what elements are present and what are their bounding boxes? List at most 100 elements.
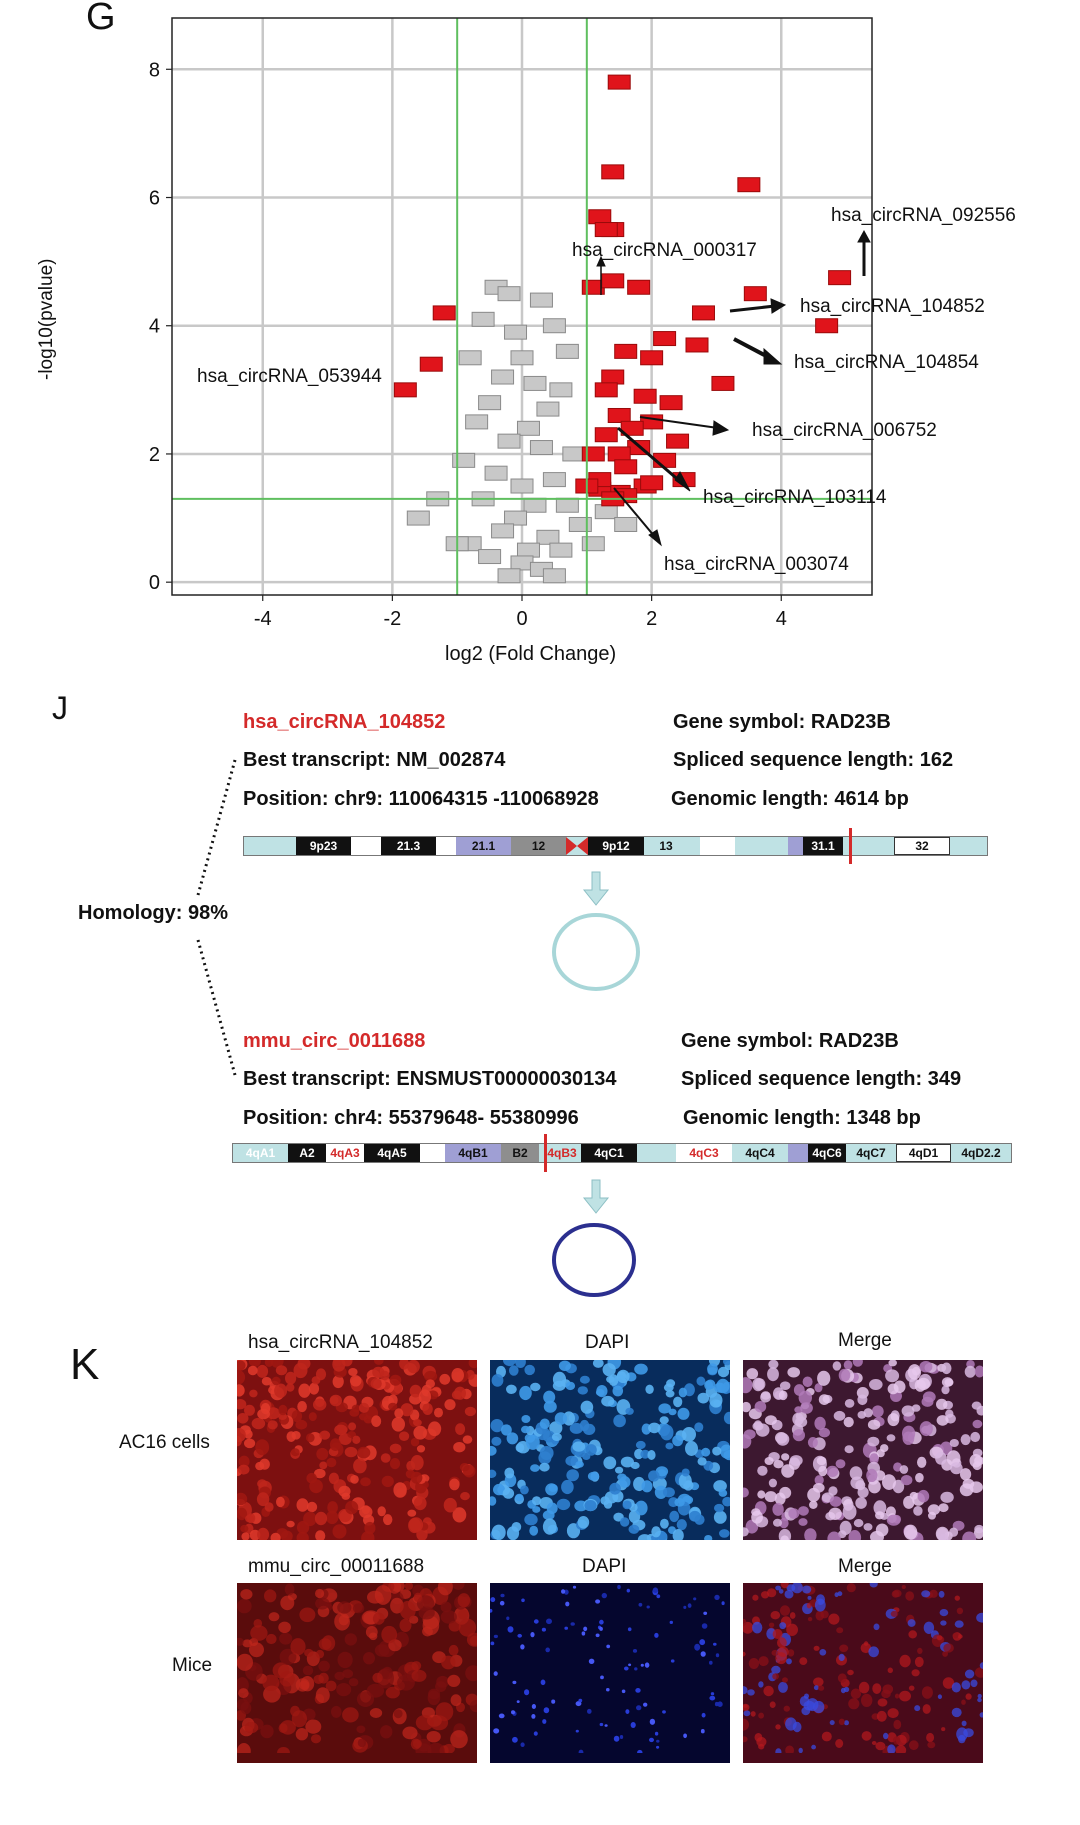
cell-nucleus	[422, 1615, 440, 1636]
cell-nucleus	[694, 1643, 701, 1651]
cell-nucleus	[371, 1415, 382, 1427]
cell-nucleus	[813, 1685, 819, 1691]
cell-nucleus	[370, 1378, 382, 1389]
cell-nucleus	[238, 1455, 250, 1468]
cell-nucleus	[490, 1419, 504, 1433]
cell-nucleus	[587, 1471, 599, 1481]
micrograph-mice-circrna	[237, 1583, 477, 1763]
cell-nucleus	[493, 1728, 500, 1734]
cell-nucleus	[511, 1522, 522, 1532]
chrom-band: 21.1	[456, 837, 511, 855]
cell-nucleus	[413, 1425, 427, 1440]
cell-nucleus	[450, 1694, 462, 1707]
cell-nucleus	[499, 1600, 505, 1606]
cell-nucleus	[697, 1392, 710, 1404]
cell-nucleus	[237, 1653, 253, 1671]
mouse-position: Position: chr4: 55379648- 55380996	[243, 1107, 579, 1129]
cell-nucleus	[280, 1530, 293, 1540]
cell-nucleus	[895, 1745, 907, 1756]
cell-nucleus	[554, 1412, 568, 1425]
cell-nucleus	[939, 1609, 949, 1617]
cell-nucleus	[332, 1360, 346, 1372]
human-gene-symbol: Gene symbol: RAD23B	[673, 711, 891, 733]
cell-nucleus	[697, 1457, 707, 1466]
human-circularization-diagram	[552, 871, 640, 991]
cell-nucleus	[337, 1601, 352, 1614]
cell-nucleus	[345, 1500, 359, 1515]
cell-nucleus	[926, 1732, 935, 1743]
cell-nucleus	[389, 1443, 402, 1454]
cell-nucleus	[779, 1605, 791, 1616]
cell-nucleus	[416, 1445, 426, 1453]
cell-nucleus	[374, 1585, 392, 1605]
cell-nucleus	[244, 1438, 256, 1449]
cell-nucleus	[892, 1589, 902, 1598]
cell-nucleus	[284, 1583, 295, 1596]
cell-nucleus	[652, 1587, 659, 1593]
cell-nucleus	[923, 1621, 935, 1634]
cell-nucleus	[838, 1653, 845, 1661]
cell-nucleus	[758, 1656, 769, 1667]
cell-nucleus	[743, 1434, 752, 1449]
chrom-band: 9p12	[588, 837, 644, 855]
chrom-band: 4qB3	[543, 1144, 581, 1162]
cell-nucleus	[871, 1405, 884, 1418]
human-circrna-locus-marker	[849, 828, 852, 864]
cell-nucleus	[901, 1585, 906, 1589]
cell-nucleus	[847, 1669, 854, 1676]
cell-nucleus	[804, 1528, 817, 1540]
data-point	[601, 164, 625, 180]
data-point	[478, 395, 502, 411]
cell-nucleus	[448, 1644, 459, 1656]
annotation-label: hsa_circRNA_104852	[800, 296, 985, 317]
cell-nucleus	[244, 1721, 259, 1734]
cell-nucleus	[338, 1615, 349, 1626]
cell-nucleus	[775, 1585, 781, 1591]
cell-nucleus	[915, 1472, 924, 1483]
cell-nucleus	[722, 1496, 730, 1507]
cell-nucleus	[261, 1376, 272, 1386]
cell-nucleus	[506, 1616, 510, 1621]
cell-nucleus	[270, 1532, 281, 1540]
cell-nucleus	[908, 1630, 917, 1639]
cell-nucleus	[418, 1606, 435, 1620]
cell-nucleus	[780, 1583, 789, 1589]
cell-nucleus	[689, 1510, 701, 1522]
cell-nucleus	[838, 1368, 851, 1382]
data-point	[497, 568, 521, 584]
cell-nucleus	[506, 1384, 517, 1394]
y-tick-label: 2	[149, 444, 160, 466]
cell-nucleus	[850, 1688, 862, 1699]
cell-nucleus	[785, 1717, 797, 1731]
data-point	[607, 74, 631, 90]
data-point	[685, 337, 709, 353]
cell-nucleus	[297, 1401, 307, 1413]
cell-nucleus	[844, 1720, 849, 1726]
cell-nucleus	[850, 1476, 864, 1490]
cell-nucleus	[785, 1745, 794, 1756]
cell-nucleus	[950, 1462, 963, 1475]
cell-nucleus	[280, 1595, 295, 1611]
cell-nucleus	[306, 1472, 317, 1484]
cell-nucleus	[678, 1387, 688, 1398]
cell-nucleus	[319, 1461, 328, 1470]
cell-nucleus	[911, 1669, 920, 1677]
data-point	[640, 475, 664, 491]
cell-nucleus	[266, 1633, 277, 1645]
cell-nucleus	[465, 1665, 477, 1682]
cell-nucleus	[709, 1393, 723, 1408]
cell-nucleus	[315, 1597, 330, 1610]
chrom-band: 32	[894, 837, 950, 855]
cell-nucleus	[313, 1398, 327, 1411]
cell-nucleus	[743, 1401, 751, 1413]
human-chromosome-ideogram: 9p23 21.3 21.1 12 9p12 13 31.1 32	[243, 836, 988, 856]
cell-nucleus	[936, 1635, 943, 1641]
cell-nucleus	[524, 1689, 530, 1696]
cell-nucleus	[672, 1435, 683, 1447]
cell-nucleus	[843, 1360, 853, 1370]
cell-nucleus	[908, 1685, 915, 1691]
cell-nucleus	[259, 1458, 270, 1470]
cell-nucleus	[304, 1648, 314, 1657]
cell-nucleus	[648, 1470, 660, 1482]
cell-nucleus	[604, 1724, 608, 1727]
